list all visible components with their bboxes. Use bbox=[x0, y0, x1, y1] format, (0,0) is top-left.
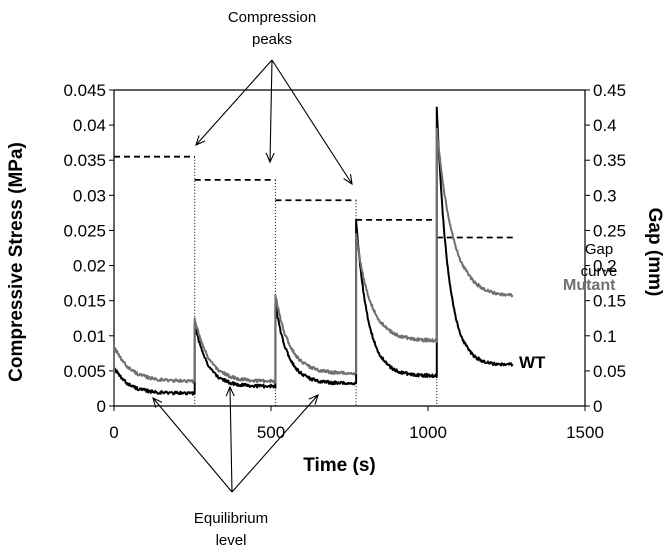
y-right-tick-label: 0.45 bbox=[593, 81, 626, 100]
x-tick-label: 1500 bbox=[566, 423, 604, 442]
x-tick-label: 1000 bbox=[409, 423, 447, 442]
y-left-axis-title: Compressive Stress (MPa) bbox=[6, 142, 27, 382]
y-right-tick-label: 0.4 bbox=[593, 116, 617, 135]
arrow-peak-1 bbox=[195, 59, 273, 147]
y-right-axis-title: Gap (mm) bbox=[644, 208, 664, 297]
gap-curve-label: Gap curve bbox=[581, 241, 618, 280]
y-right-tick-label: 0.2 bbox=[593, 257, 617, 276]
y-left-tick-label: 0.02 bbox=[73, 257, 106, 276]
y-right-tick-label: 0.05 bbox=[593, 362, 626, 381]
annotations: Compression peaks Gap curve Equilibrium level… bbox=[152, 9, 618, 549]
arrow-eq-2 bbox=[225, 385, 235, 493]
y-left-tick-label: 0 bbox=[97, 397, 106, 416]
y-left-tick-label: 0.04 bbox=[73, 116, 106, 135]
arrow-eq-3 bbox=[231, 393, 319, 493]
y-left-tick-label: 0.03 bbox=[73, 186, 106, 205]
arrow-peak-3 bbox=[271, 59, 353, 186]
y-left-tick-label: 0.01 bbox=[73, 327, 106, 346]
y-left-tick-label: 0.035 bbox=[63, 151, 106, 170]
series-mutant-line bbox=[113, 127, 514, 406]
x-tick-label: 500 bbox=[257, 423, 285, 442]
x-tick-label: 0 bbox=[109, 423, 118, 442]
compression-peaks-label: Compression peaks bbox=[228, 9, 316, 48]
arrow-peak-2 bbox=[265, 59, 275, 164]
wt-label: WT bbox=[519, 353, 546, 372]
arrow-eq-1 bbox=[152, 396, 233, 493]
x-axis-title: Time (s) bbox=[303, 455, 376, 476]
y-left-tick-label: 0.015 bbox=[63, 292, 106, 311]
y-right-tick-label: 0.25 bbox=[593, 221, 626, 240]
y-right-tick-label: 0 bbox=[593, 397, 602, 416]
mutant-label: Mutant bbox=[563, 277, 616, 294]
y-right-tick-label: 0.3 bbox=[593, 186, 617, 205]
series-layer bbox=[113, 106, 514, 406]
series-wt-line bbox=[113, 106, 514, 406]
axes: 0 0.005 0.01 0.015 0.02 0.025 0.03 0.035 0.04 0.0… bbox=[6, 81, 664, 476]
y-right-tick-label: 0.35 bbox=[593, 151, 626, 170]
equilibrium-level-label: Equilibrium level bbox=[194, 510, 268, 549]
y-left-tick-label: 0.045 bbox=[63, 81, 106, 100]
y-right-tick-label: 0.1 bbox=[593, 327, 617, 346]
y-left-tick-label: 0.025 bbox=[63, 221, 106, 240]
y-left-tick-label: 0.005 bbox=[63, 362, 106, 381]
y-right-tick-label: 0.15 bbox=[593, 292, 626, 311]
